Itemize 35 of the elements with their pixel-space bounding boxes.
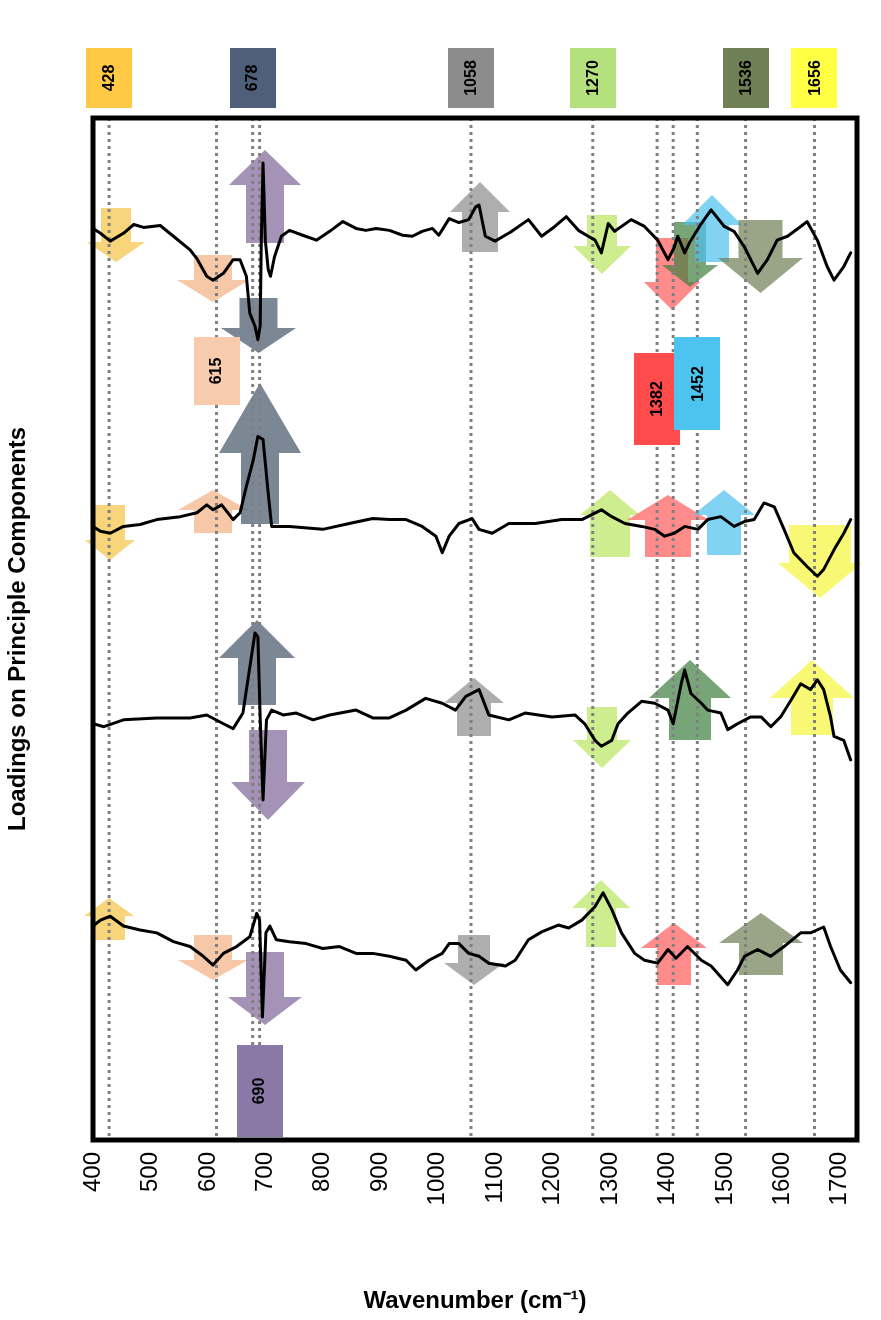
ref-line-label: 615 <box>207 357 226 385</box>
y-axis-title: Loadings on Principle Components <box>3 426 31 832</box>
x-tick-label: 1100 <box>479 1152 507 1204</box>
label-tag: 615 <box>193 337 240 405</box>
label-tag: 1270 <box>569 48 616 108</box>
x-tick-label: 400 <box>77 1152 105 1193</box>
ref-line-label: 1656 <box>805 60 824 96</box>
ref-line-label: 1270 <box>583 60 602 96</box>
label-tag: 1452 <box>674 337 721 430</box>
x-tick-label: 600 <box>192 1152 220 1193</box>
x-tick-label: 1300 <box>594 1152 622 1206</box>
ref-line-label: 1382 <box>648 381 667 417</box>
label-tag: 428 <box>86 48 133 108</box>
label-tag: 678 <box>229 48 276 108</box>
ref-line-label: 690 <box>250 1077 269 1105</box>
ref-line-label: 678 <box>243 64 262 92</box>
label-tag: 1536 <box>722 48 769 108</box>
label-tag: 690 <box>236 1045 283 1137</box>
x-tick-label: 1700 <box>824 1152 852 1206</box>
ref-line-label: 428 <box>100 64 119 92</box>
x-tick-label: 1000 <box>422 1152 450 1206</box>
x-tick-label: 1400 <box>652 1152 680 1206</box>
ref-line-label: 1452 <box>688 365 707 402</box>
x-tick-label: 500 <box>135 1152 163 1193</box>
ref-line-label: 1536 <box>736 60 755 96</box>
label-tag: 1058 <box>447 48 494 108</box>
x-tick-label: 1600 <box>766 1152 794 1206</box>
x-axis-title: Wavenumber (cm⁻¹) <box>363 1286 587 1314</box>
label-tag: 1656 <box>791 48 838 108</box>
ref-line-label: 1058 <box>461 60 480 96</box>
x-tick-label: 700 <box>249 1152 277 1193</box>
x-tick-label: 1200 <box>537 1152 565 1206</box>
x-tick-label: 1500 <box>709 1152 737 1206</box>
x-tick-label: 900 <box>364 1152 392 1193</box>
x-tick-label: 800 <box>307 1152 335 1193</box>
